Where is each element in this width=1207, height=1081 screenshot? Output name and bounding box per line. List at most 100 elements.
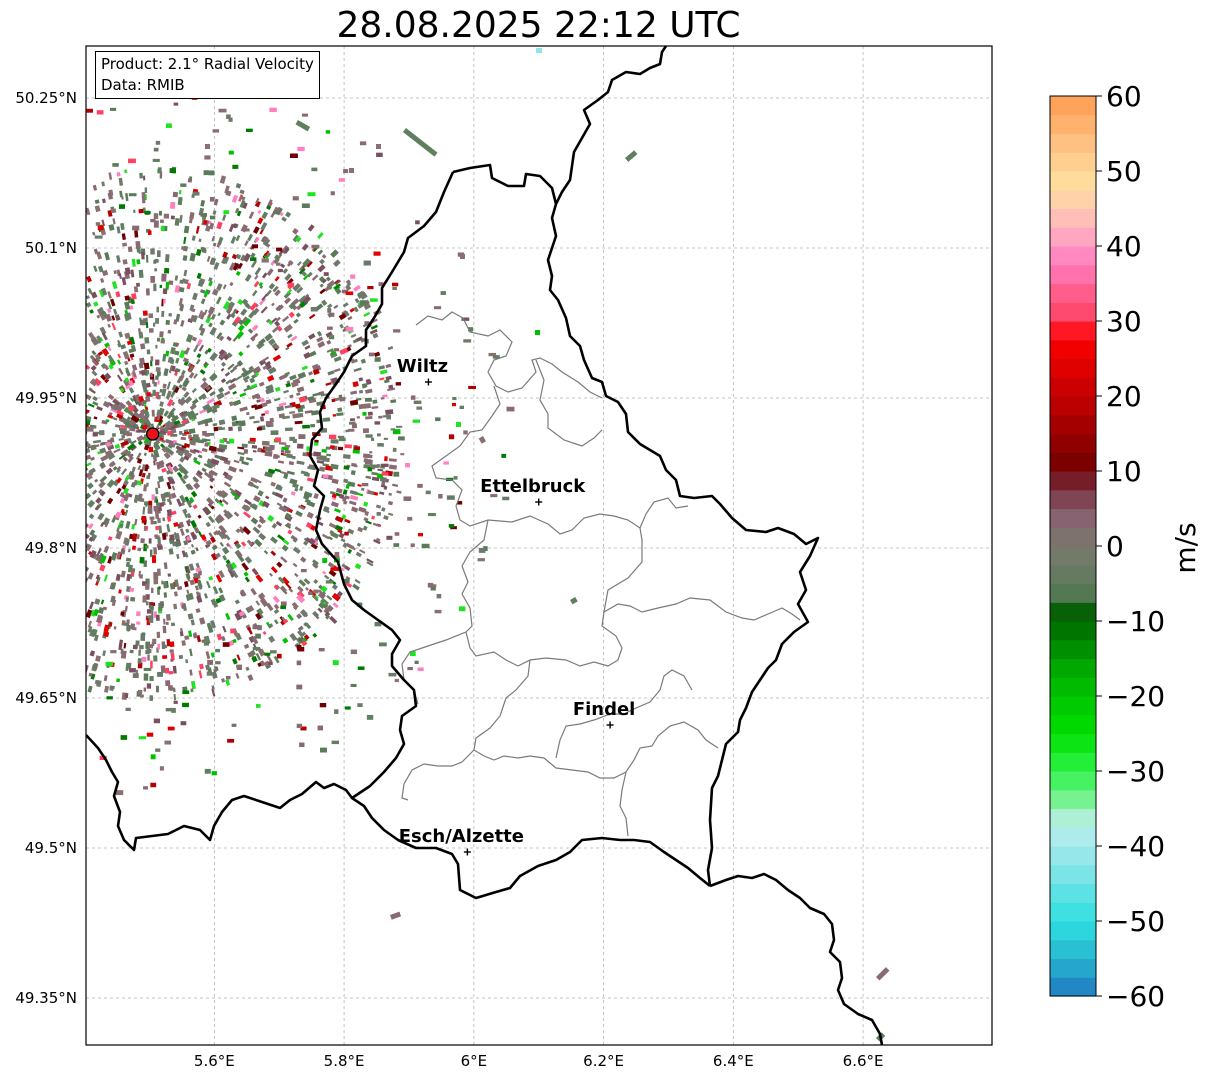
echo-pixel [89, 378, 98, 387]
echo-pixel [170, 653, 175, 660]
echo-pixel [213, 262, 220, 270]
echo-pixel [91, 350, 97, 356]
echo-pixel [457, 501, 463, 505]
echo-pixel [108, 462, 114, 468]
echo-pixel [292, 305, 298, 311]
echo-pixel [219, 439, 225, 444]
echo-pixel [326, 453, 332, 457]
echo-pixel [228, 438, 235, 444]
echo-pixel [148, 328, 154, 333]
echo-pixel [274, 276, 280, 282]
echo-pixel [318, 647, 325, 652]
echo-pixel [325, 130, 331, 134]
echo-pixel [460, 254, 465, 259]
echo-pixel [265, 363, 272, 371]
echo-pixel [173, 102, 179, 106]
echo-pixel [94, 205, 101, 213]
echo-pixel [159, 502, 165, 507]
echo-pixel [149, 695, 153, 701]
echo-pixel [187, 362, 192, 367]
echo-pixel [451, 402, 457, 407]
echo-pixel [435, 417, 441, 422]
echo-pixel [407, 667, 413, 671]
echo-pixel [165, 707, 174, 712]
echo-pixel [275, 484, 282, 491]
echo-pixel [354, 297, 360, 304]
echo-pixel [274, 386, 281, 392]
city-name: Ettelbruck [480, 476, 586, 497]
echo-pixel [179, 349, 186, 359]
echo-pixel [161, 310, 165, 318]
echo-pixel [266, 268, 274, 277]
echo-pixel [92, 664, 98, 669]
echo-pixel [234, 612, 242, 621]
echo-pixel [274, 468, 281, 473]
echo-pixel [316, 336, 324, 343]
echo-pixel [205, 385, 211, 391]
colorbar-segment [1050, 227, 1096, 247]
echo-pixel [224, 185, 230, 194]
echo-pixel [151, 587, 154, 593]
colorbar-tick-label: −50 [1106, 905, 1165, 938]
echo-pixel [421, 543, 430, 549]
echo-pixel [297, 625, 304, 632]
echo-pixel [171, 428, 177, 434]
colorbar-segment [1050, 696, 1096, 716]
echo-pixel [319, 288, 326, 295]
echo-pixel [150, 360, 153, 367]
echo-pixel [106, 479, 116, 488]
echo-pixel [118, 589, 122, 594]
echo-pixel [392, 429, 401, 435]
radar-echoes [86, 48, 890, 1042]
echo-pixel [251, 635, 259, 645]
echo-pixel [155, 359, 160, 366]
echo-pixel [252, 365, 262, 374]
echo-pixel [297, 371, 307, 380]
echo-pixel [319, 702, 327, 708]
echo-pixel [100, 287, 108, 296]
echo-pixel [258, 648, 266, 657]
echo-pixel [201, 447, 208, 453]
echo-pixel [204, 442, 209, 447]
echo-pixel [110, 552, 118, 561]
echo-pixel [231, 262, 239, 271]
echo-pixel [366, 714, 374, 720]
echo-pixel [281, 576, 290, 586]
lon-tick-label: 6.2°E [583, 1052, 624, 1070]
echo-pixel [165, 350, 170, 357]
echo-pixel [342, 454, 351, 459]
echo-pixel [114, 314, 121, 322]
echo-pixel [237, 319, 245, 326]
echo-pixel [100, 599, 105, 605]
echo-pixel [154, 268, 158, 272]
echo-pixel [101, 332, 108, 341]
echo-pixel [301, 270, 308, 277]
echo-pixel [380, 484, 387, 488]
echo-pixel [208, 575, 214, 581]
echo-pixel [163, 562, 168, 570]
echo-pixel [229, 487, 238, 494]
echo-pixel [157, 545, 163, 550]
echo-pixel [303, 621, 308, 627]
echo-pixel [118, 273, 122, 279]
echo-pixel [103, 545, 110, 554]
echo-pixel [136, 435, 144, 442]
colorbar-segment [1050, 733, 1096, 753]
echo-pixel [124, 301, 131, 310]
echo-pixel [216, 221, 223, 230]
echo-pixel [155, 424, 160, 429]
echo-pixel [185, 483, 191, 491]
echo-pixel [96, 251, 103, 260]
echo-pixel [448, 524, 455, 528]
echo-pixel [345, 279, 351, 285]
echo-pixel [207, 310, 213, 319]
colorbar-segment [1050, 846, 1096, 866]
echo-pixel [245, 128, 253, 133]
echo-pixel [157, 537, 161, 545]
echo-pixel [276, 405, 285, 412]
echo-pixel [324, 574, 330, 580]
echo-pixel [262, 237, 271, 247]
echo-pixel [206, 255, 211, 263]
echo-pixel [372, 399, 378, 404]
echo-pixel [120, 547, 125, 553]
